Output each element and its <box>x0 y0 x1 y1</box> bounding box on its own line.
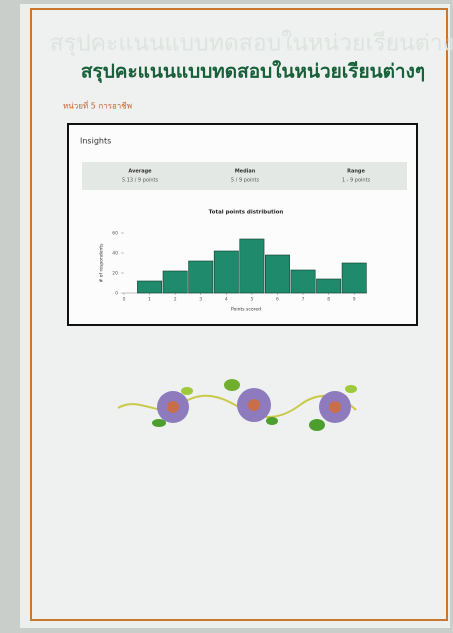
bar <box>188 260 214 294</box>
subtitle: หน่วยที่ 5 การอาชีพ <box>63 100 132 111</box>
title: สรุปคะแนนแบบทดสอบในหน่วยเรียนต่างๆ <box>81 60 425 84</box>
x-tick-label: 5 <box>250 297 253 303</box>
x-tick-label: 7 <box>302 297 305 303</box>
bar <box>137 280 163 294</box>
stat-label: Median <box>235 169 256 175</box>
stat-label: Range <box>347 169 365 175</box>
bar <box>290 269 316 294</box>
watermark: สรุปคะแนนแบบทดสอบในหน่วยเรียนต่างๆ <box>50 30 453 57</box>
flower <box>224 379 278 425</box>
flower-border <box>117 379 357 431</box>
bar <box>239 238 265 294</box>
insights-heading: Insights <box>80 137 111 146</box>
stat-value: 1 - 9 points <box>342 178 371 184</box>
x-tick-label: 4 <box>225 297 228 303</box>
stats-band <box>82 162 407 190</box>
stat-label: Average <box>128 169 152 175</box>
x-axis-label: Points scored <box>231 307 261 313</box>
flower <box>152 387 193 427</box>
y-tick-label: 40 <box>112 251 118 257</box>
y-tick-label: 0 <box>115 291 118 297</box>
x-tick-label: 3 <box>199 297 202 303</box>
x-tick-label: 1 <box>148 297 151 303</box>
bar <box>162 270 188 294</box>
insights-card <box>67 123 418 326</box>
chart-title: Total points distribution <box>209 210 284 216</box>
x-tick-label: 0 <box>123 297 126 303</box>
x-tick-label: 6 <box>276 297 279 303</box>
y-axis-label: # of respondents <box>99 243 105 283</box>
x-tick-label: 9 <box>353 297 356 303</box>
stat-value: 5.13 / 9 points <box>122 178 159 184</box>
bar <box>213 250 239 294</box>
y-tick-label: 20 <box>112 271 118 277</box>
x-tick-label: 2 <box>174 297 177 303</box>
flower <box>309 385 357 431</box>
bar <box>265 254 290 294</box>
bar <box>341 262 367 294</box>
stat-value: 5 / 9 points <box>231 178 260 184</box>
bar <box>316 278 342 294</box>
y-tick-label: 60 <box>112 231 118 237</box>
x-tick-label: 8 <box>327 297 330 303</box>
